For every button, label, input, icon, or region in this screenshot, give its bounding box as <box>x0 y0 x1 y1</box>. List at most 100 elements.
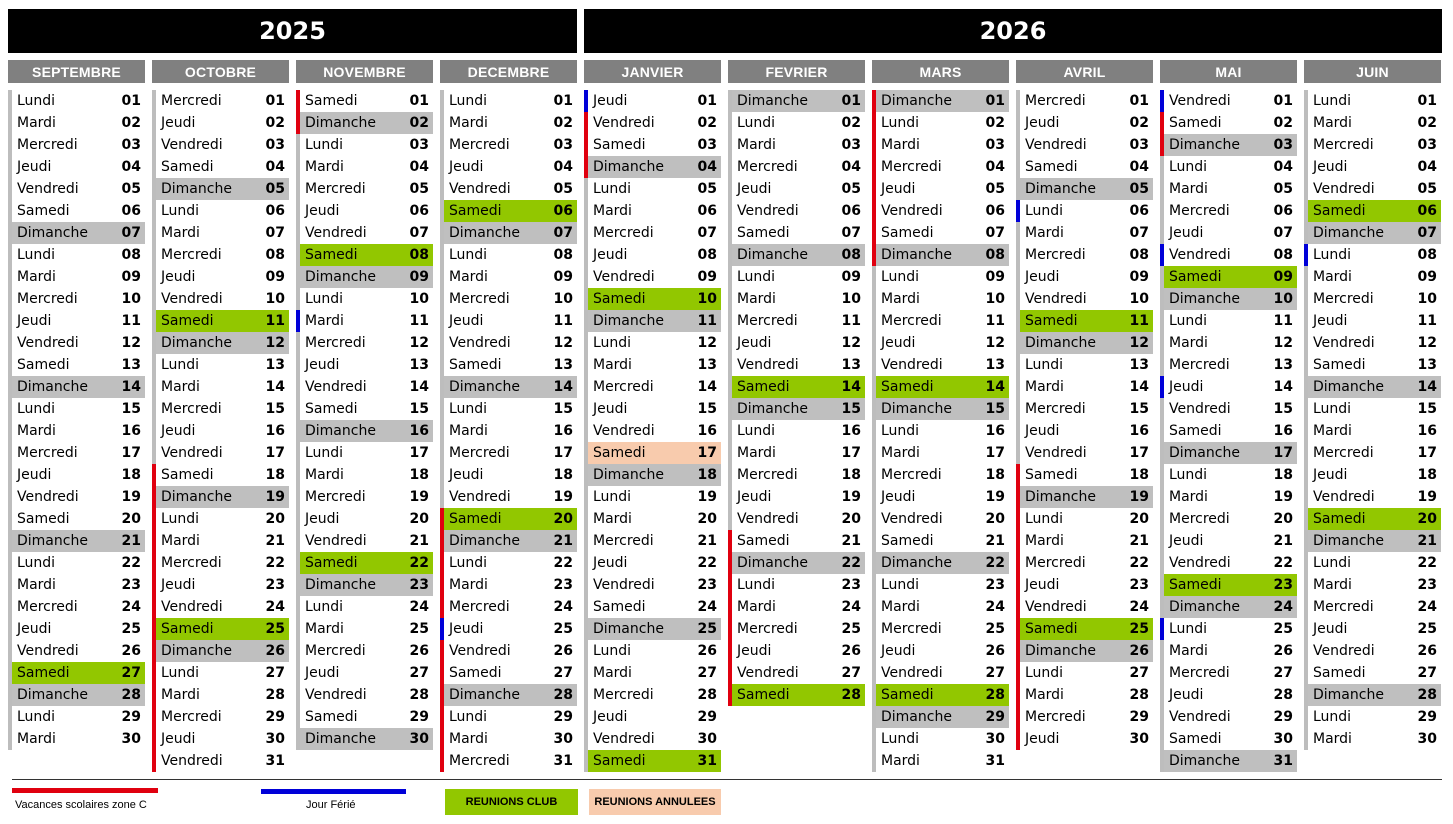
day-number: 20 <box>553 511 573 527</box>
day-row: Vendredi 13 <box>728 354 865 376</box>
day-name: Samedi <box>1025 621 1078 637</box>
day-number: 30 <box>1273 731 1293 747</box>
day-marker <box>728 376 732 398</box>
day-marker <box>1304 134 1308 156</box>
day-number: 15 <box>841 401 861 417</box>
day-row: Samedi 22 <box>296 552 433 574</box>
day-name: Mardi <box>593 511 632 527</box>
day-number: 12 <box>985 335 1005 351</box>
day-marker <box>1016 420 1020 442</box>
day-name: Mardi <box>881 753 920 769</box>
day-row: Lundi 19 <box>584 486 721 508</box>
day-number: 06 <box>121 203 141 219</box>
day-marker <box>8 618 12 640</box>
day-name: Lundi <box>449 709 488 725</box>
day-marker <box>584 552 588 574</box>
day-row: Samedi 18 <box>152 464 289 486</box>
day-number: 09 <box>553 269 573 285</box>
day-marker <box>152 200 156 222</box>
day-number: 01 <box>697 93 717 109</box>
day-row: Mardi 28 <box>1016 684 1153 706</box>
day-marker <box>1304 574 1308 596</box>
day-marker <box>8 662 12 684</box>
day-row: Mercredi 03 <box>1304 134 1441 156</box>
day-row: Mardi 09 <box>8 266 145 288</box>
day-number: 02 <box>841 115 861 131</box>
day-number: 18 <box>1417 467 1437 483</box>
day-marker <box>152 310 156 332</box>
day-number: 07 <box>121 225 141 241</box>
day-marker <box>296 376 300 398</box>
day-row: Jeudi 02 <box>152 112 289 134</box>
day-marker <box>296 464 300 486</box>
day-row: Dimanche 08 <box>728 244 865 266</box>
day-name: Vendredi <box>881 665 943 681</box>
day-name: Lundi <box>1169 467 1208 483</box>
day-name: Vendredi <box>593 731 655 747</box>
day-number: 07 <box>1417 225 1437 241</box>
day-row: Vendredi 07 <box>296 222 433 244</box>
day-list: Dimanche 01 Lundi 02 Mardi 03 Mercredi 04 Jeudi 0… <box>728 90 865 706</box>
day-name: Mardi <box>881 137 920 153</box>
day-marker <box>440 134 444 156</box>
day-name: Mercredi <box>881 621 942 637</box>
day-name: Lundi <box>449 401 488 417</box>
day-name: Mardi <box>1025 379 1064 395</box>
day-row: Jeudi 06 <box>296 200 433 222</box>
day-marker <box>1304 332 1308 354</box>
day-name: Samedi <box>593 599 646 615</box>
day-row: Mercredi 10 <box>1304 288 1441 310</box>
day-marker <box>152 156 156 178</box>
day-name: Vendredi <box>449 335 511 351</box>
day-name: Samedi <box>305 709 358 725</box>
day-row: Dimanche 21 <box>8 530 145 552</box>
day-number: 29 <box>1417 709 1437 725</box>
day-number: 16 <box>985 423 1005 439</box>
day-number: 22 <box>121 555 141 571</box>
vacances-marker <box>584 156 588 178</box>
day-row: Dimanche 15 <box>728 398 865 420</box>
month-novembre: NOVEMBRE Samedi 01 Dimanche 02 Lundi 03 Mardi 04… <box>296 60 433 750</box>
vacances-marker <box>152 552 156 574</box>
vacances-marker <box>152 684 156 706</box>
day-marker <box>152 376 156 398</box>
vacances-marker <box>728 552 732 574</box>
day-marker <box>296 662 300 684</box>
day-name: Samedi <box>1313 357 1366 373</box>
day-name: Mercredi <box>1169 357 1230 373</box>
day-name: Mardi <box>1169 489 1208 505</box>
day-marker <box>1160 266 1164 288</box>
day-marker <box>584 354 588 376</box>
day-list: Samedi 01 Dimanche 02 Lundi 03 Mardi 04 Mercredi… <box>296 90 433 750</box>
day-number: 17 <box>553 445 573 461</box>
day-marker <box>440 310 444 332</box>
day-name: Dimanche <box>1169 445 1240 461</box>
day-row: Samedi 25 <box>152 618 289 640</box>
day-name: Lundi <box>449 247 488 263</box>
day-marker <box>728 200 732 222</box>
vacances-marker <box>872 134 876 156</box>
day-marker <box>1304 310 1308 332</box>
day-number: 15 <box>985 401 1005 417</box>
day-row: Samedi 06 <box>440 200 577 222</box>
day-number: 27 <box>1273 665 1293 681</box>
day-row: Samedi 13 <box>8 354 145 376</box>
day-marker <box>296 244 300 266</box>
day-marker <box>1304 728 1308 750</box>
day-row: Mercredi 27 <box>1160 662 1297 684</box>
day-marker <box>8 508 12 530</box>
ferie-marker <box>1160 376 1164 398</box>
day-row: Mercredi 25 <box>872 618 1009 640</box>
day-row: Samedi 21 <box>728 530 865 552</box>
day-name: Mercredi <box>161 93 222 109</box>
day-number: 18 <box>553 467 573 483</box>
day-number: 29 <box>1273 709 1293 725</box>
day-marker <box>872 420 876 442</box>
day-row: Samedi 04 <box>1016 156 1153 178</box>
day-row: Dimanche 07 <box>8 222 145 244</box>
day-row: Mercredi 13 <box>1160 354 1297 376</box>
year-header-2025: 2025 <box>8 9 577 53</box>
day-number: 29 <box>265 709 285 725</box>
day-name: Lundi <box>881 115 920 131</box>
day-name: Vendredi <box>737 203 799 219</box>
